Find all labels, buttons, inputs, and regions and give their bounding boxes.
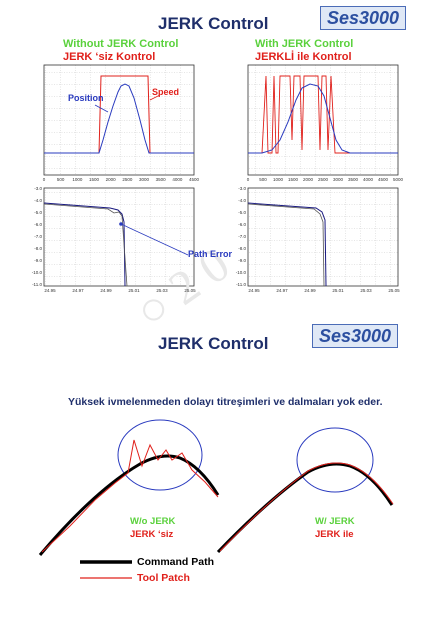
speed-annotation: Speed: [152, 87, 180, 97]
tick-label: 4000: [172, 177, 183, 182]
tick-label: 2000: [106, 177, 117, 182]
tick-label: -8.0: [34, 246, 42, 251]
tick-label: 25.05: [388, 288, 400, 293]
command-path-curve: [43, 202, 126, 287]
legend-tool-label: Tool Patch: [137, 572, 190, 584]
tick-label: 4500: [378, 177, 389, 182]
tick-label: 25.01: [128, 288, 140, 293]
tick-label: -7.0: [34, 234, 42, 239]
page2-title: JERK Control: [158, 334, 269, 353]
left-heading-en: Without JERK Control: [63, 38, 179, 50]
path-error-annotation: Path Error: [188, 249, 233, 259]
plot-bottom-right: [247, 187, 399, 287]
tick-label: 25.03: [360, 288, 372, 293]
tick-label: 0: [247, 177, 250, 182]
plot-top-right: [247, 64, 399, 176]
tick-label: -4.0: [238, 198, 246, 203]
tick-label: -5.0: [238, 210, 246, 215]
right-heading-en: With JERK Control: [255, 38, 354, 50]
tick-label: -11.0: [32, 282, 42, 287]
tick-label: 25.03: [156, 288, 168, 293]
tool-path-curve-jerk: [247, 203, 325, 287]
tick-label: 2500: [122, 177, 133, 182]
page1-logo: Ses3000: [320, 6, 407, 30]
tick-label: 24.95: [248, 288, 260, 293]
legend-command-label: Command Path: [137, 556, 215, 568]
right-label-tr: JERK ile: [315, 529, 354, 540]
tick-label: -5.0: [34, 210, 42, 215]
tick-label: 3000: [139, 177, 150, 182]
tick-label: 4500: [189, 177, 200, 182]
position-curve-jerk: [248, 83, 398, 154]
tick-label: 25.01: [332, 288, 344, 293]
tick-label: 1500: [89, 177, 100, 182]
tick-label: -11.0: [236, 282, 246, 287]
left-heading-tr: JERK ‘siz Kontrol: [63, 51, 156, 63]
tick-label: 24.99: [100, 288, 112, 293]
position-annotation: Position: [68, 93, 104, 103]
tick-label: -3.0: [238, 186, 246, 191]
tick-label: 1000: [72, 177, 83, 182]
tick-label: 1500: [288, 177, 299, 182]
plot-top-left: [43, 64, 195, 176]
tick-label: 0: [43, 177, 46, 182]
tick-label: -6.0: [238, 222, 246, 227]
tick-label: -10.0: [236, 270, 247, 275]
tick-label: 24.97: [276, 288, 288, 293]
tick-label: 5000: [393, 177, 404, 182]
position-curve: [44, 83, 194, 154]
tick-label: 24.99: [304, 288, 316, 293]
tick-label: -7.0: [238, 234, 246, 239]
curve-left: [38, 419, 220, 556]
tick-label: 24.95: [44, 288, 56, 293]
tick-label: -6.0: [34, 222, 42, 227]
page1-title: JERK Control: [158, 14, 269, 33]
tick-label: 2000: [303, 177, 314, 182]
tick-label: -3.0: [34, 186, 42, 191]
tick-label: 1000: [273, 177, 284, 182]
tick-label: 500: [57, 177, 65, 182]
tick-label: 25.05: [184, 288, 196, 293]
page2-description: Yüksek ivmelenmeden dolayı titreşimleri …: [68, 396, 383, 408]
tick-label: 3500: [156, 177, 167, 182]
speed-curve-jerk: [248, 75, 398, 154]
tick-label: 500: [259, 177, 267, 182]
tick-label: -10.0: [32, 270, 43, 275]
tick-label: 4000: [363, 177, 374, 182]
tick-label: -9.0: [34, 258, 42, 263]
right-label-en: W/ JERK: [315, 516, 355, 527]
tick-label: -9.0: [238, 258, 246, 263]
curve-right: [216, 427, 394, 554]
page2-logo: Ses3000: [312, 324, 399, 348]
left-label-tr: JERK ‘siz: [130, 529, 174, 540]
tick-label: 3000: [333, 177, 344, 182]
tick-label: 3500: [348, 177, 359, 182]
tool-path-curve: [43, 203, 128, 287]
tick-label: 2500: [318, 177, 329, 182]
plot-bottom-left: [43, 187, 195, 287]
tick-label: -4.0: [34, 198, 42, 203]
left-label-en: W/o JERK: [130, 516, 176, 527]
command-path-curve-jerk: [247, 202, 327, 287]
tick-label: 24.97: [72, 288, 84, 293]
right-heading-tr: JERKLİ ile Kontrol: [255, 51, 352, 63]
tick-label: -8.0: [238, 246, 246, 251]
